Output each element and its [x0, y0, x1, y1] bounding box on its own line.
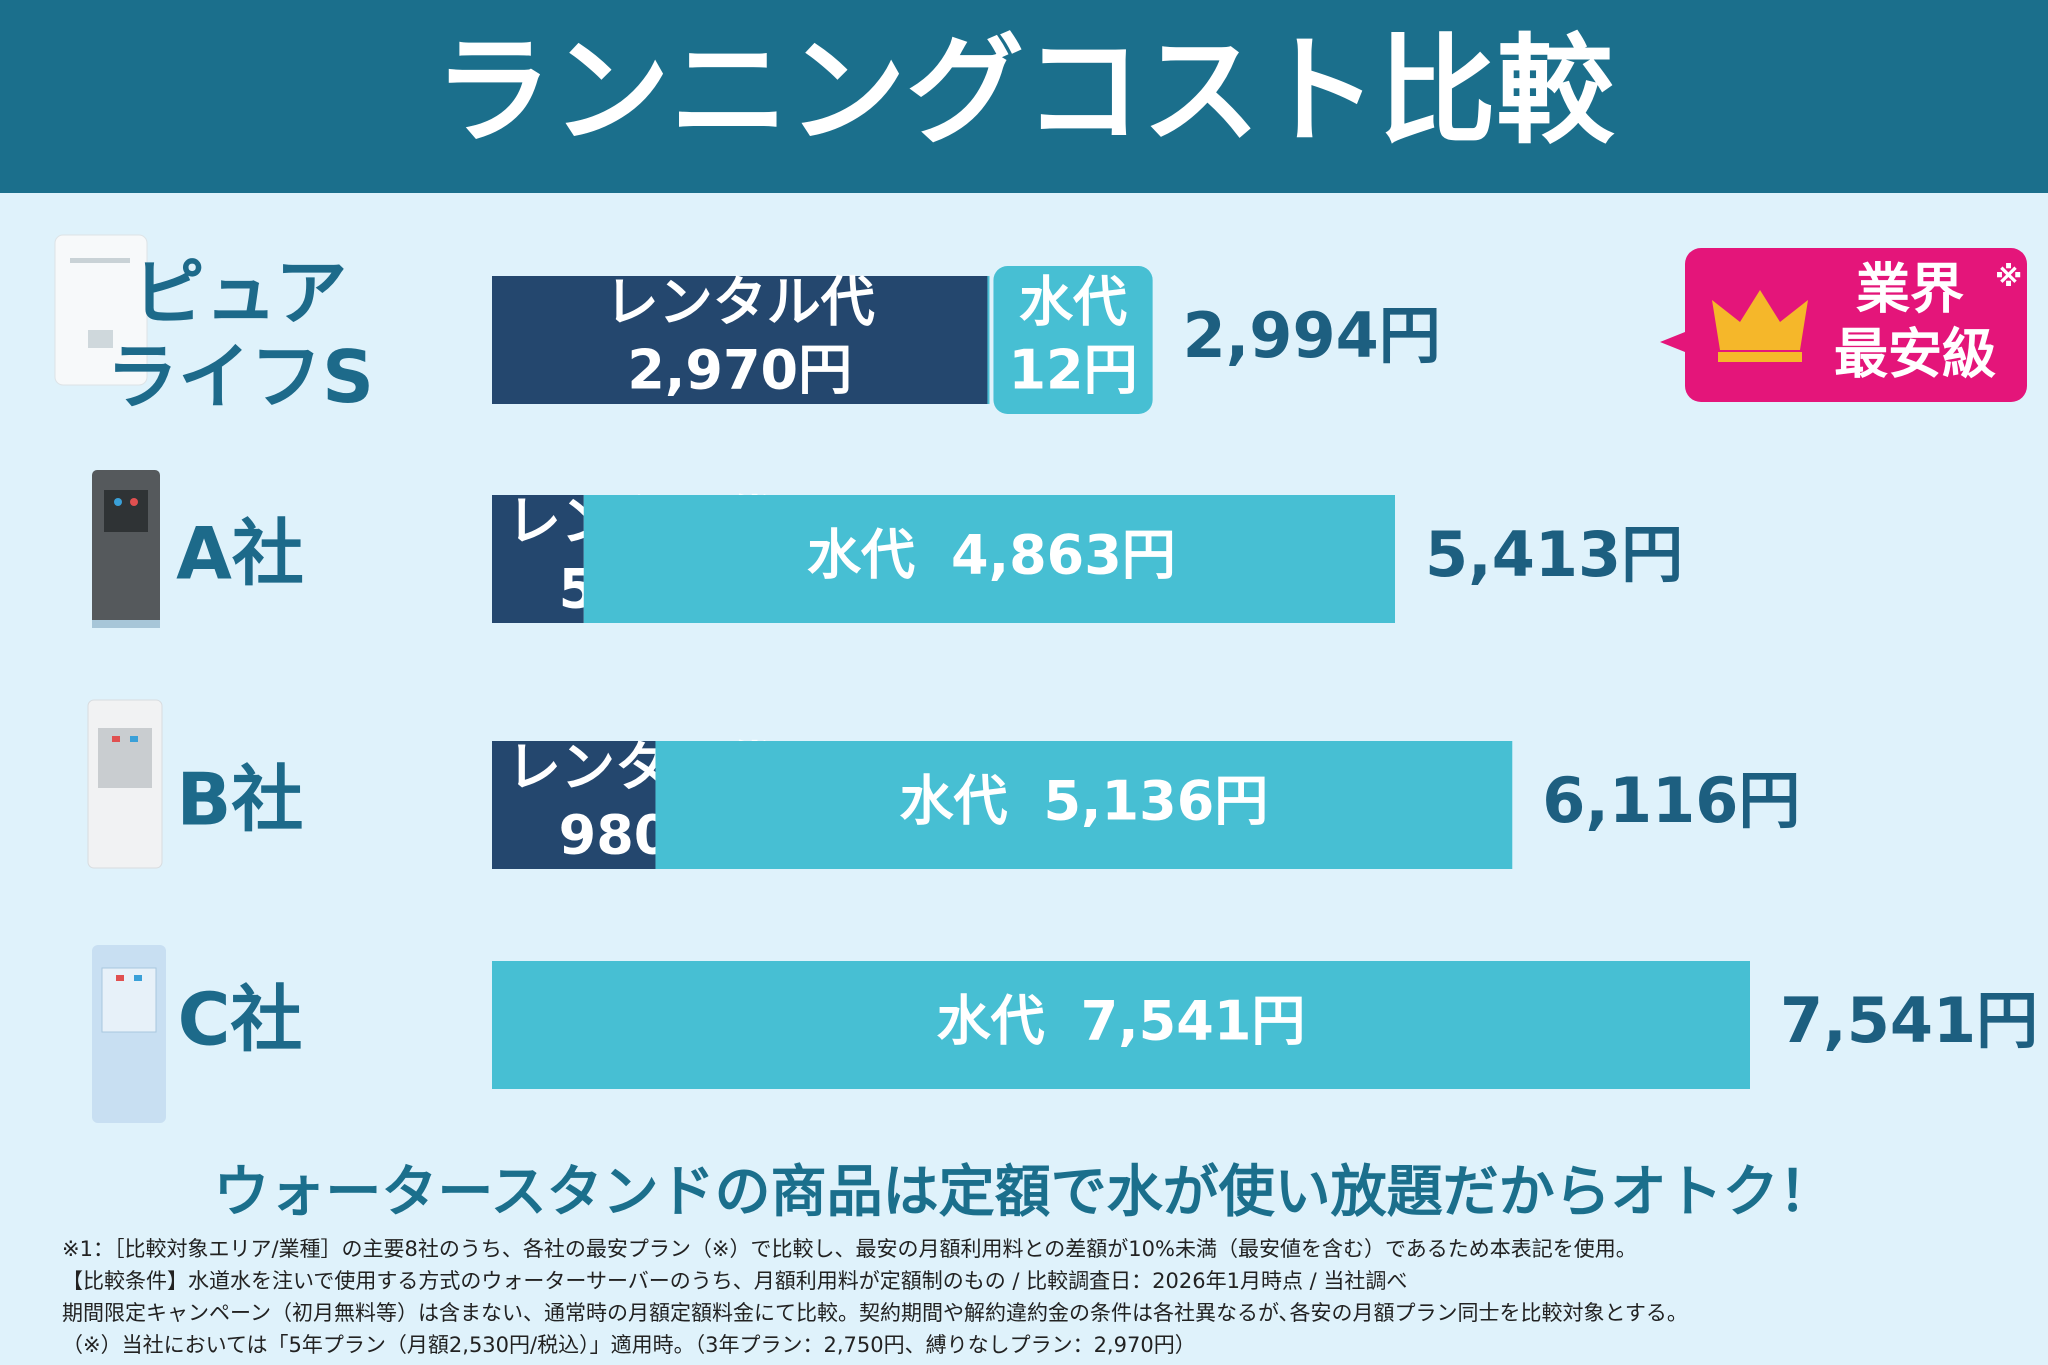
note: ※1：［比較対象エリア/業種］の主要8社のうち、各社の最安プラン（※）で比較し、… — [62, 1237, 1637, 1261]
total-label: 5,413円 — [1425, 518, 1683, 591]
segment-name: 水代 — [807, 524, 915, 587]
category-label: C社 — [178, 978, 303, 1062]
segment-name: 水代 — [899, 770, 1007, 833]
total-label: 7,541円 — [1780, 984, 2038, 1057]
bar-segment — [492, 961, 1750, 1089]
bar-segment — [987, 276, 990, 404]
badge-line: 業界 — [1856, 258, 1964, 321]
segment-value: 5,136円 — [1043, 770, 1268, 833]
note: 期間限定キャンペーン（初月無料等）は含まない、通常時の月額定額料金にて比較。契約… — [62, 1301, 1688, 1325]
category-label: ピュアライフS — [106, 251, 374, 419]
category-label: A社 — [176, 512, 304, 596]
slogan: ウォータースタンドの商品は定額で水が使い放題だからオトク！ — [213, 1160, 1834, 1225]
bar-segment — [492, 741, 656, 869]
segment-name: レンタル代 — [605, 271, 875, 334]
note: （※）当社においては「5年プラン（月額2,530円/税込）」適用時。（3年プラン… — [62, 1333, 1196, 1357]
product-b — [87, 699, 163, 869]
category-label: B社 — [177, 758, 304, 842]
product-pure — [54, 234, 148, 386]
bar-segment — [492, 276, 988, 404]
chart-title: ランニングコスト比較 — [434, 22, 1615, 160]
product-a — [92, 470, 160, 628]
segment-value: 2,970円 — [627, 339, 852, 402]
segment-value: 12円 — [1008, 339, 1137, 402]
segment-value: 4,863円 — [951, 524, 1176, 587]
segment-name: 水代 — [937, 990, 1045, 1053]
segment-value: 7,541円 — [1081, 990, 1306, 1053]
total-label: 2,994円 — [1183, 299, 1441, 372]
badge-mark: ※ — [1995, 260, 2022, 293]
badge-line: 最安級 — [1834, 323, 1996, 386]
note: 【比較条件】水道水を注いで使用する方式のウォーターサーバーのうち、月額利用料が定… — [62, 1269, 1407, 1293]
bar-segment — [583, 495, 1396, 623]
segment-name: 水代 — [1019, 271, 1127, 334]
bar-segment — [492, 495, 584, 623]
badge: 業界 ※ 最安級 — [1660, 248, 2027, 402]
header-band — [0, 0, 2048, 193]
product-c — [92, 945, 166, 1123]
bar-segment — [655, 741, 1513, 869]
segment-label-box — [993, 266, 1153, 414]
total-label: 6,116円 — [1542, 764, 1800, 837]
